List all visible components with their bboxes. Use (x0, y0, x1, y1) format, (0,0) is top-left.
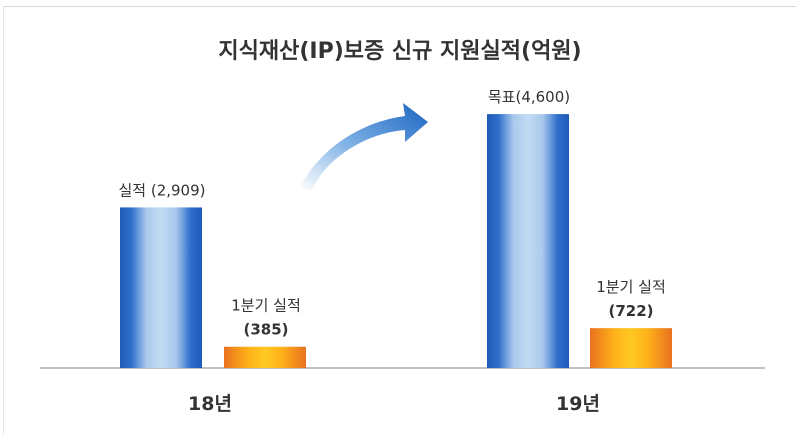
bar-orange-1 (224, 346, 306, 368)
category-label-18: 18년 (188, 393, 232, 415)
bar-label-1-1: (385) (243, 321, 288, 339)
bar-label-2-0: 목표(4,600) (488, 88, 570, 106)
chart-frame (3, 6, 796, 435)
bar-blue-0 (120, 207, 202, 368)
chart-title: 지식재산(IP)보증 신규 지원실적(억원) (218, 39, 581, 64)
growth-arrow (300, 103, 428, 190)
bar-orange-3 (590, 328, 672, 368)
bar-labels-group: 실적 (2,909) 1분기 실적 (385) 목표(4,600) 1분기 실적 (722… (118, 88, 665, 339)
bar-label-3-1: (722) (608, 302, 653, 320)
bar-label-1-0: 1분기 실적 (231, 297, 301, 315)
category-label-19: 19년 (556, 393, 600, 415)
bar-label-0-0: 실적 (2,909) (118, 181, 205, 199)
bar-blue-2 (487, 114, 569, 368)
bars-group (120, 114, 672, 368)
bar-label-3-0: 1분기 실적 (596, 278, 666, 296)
